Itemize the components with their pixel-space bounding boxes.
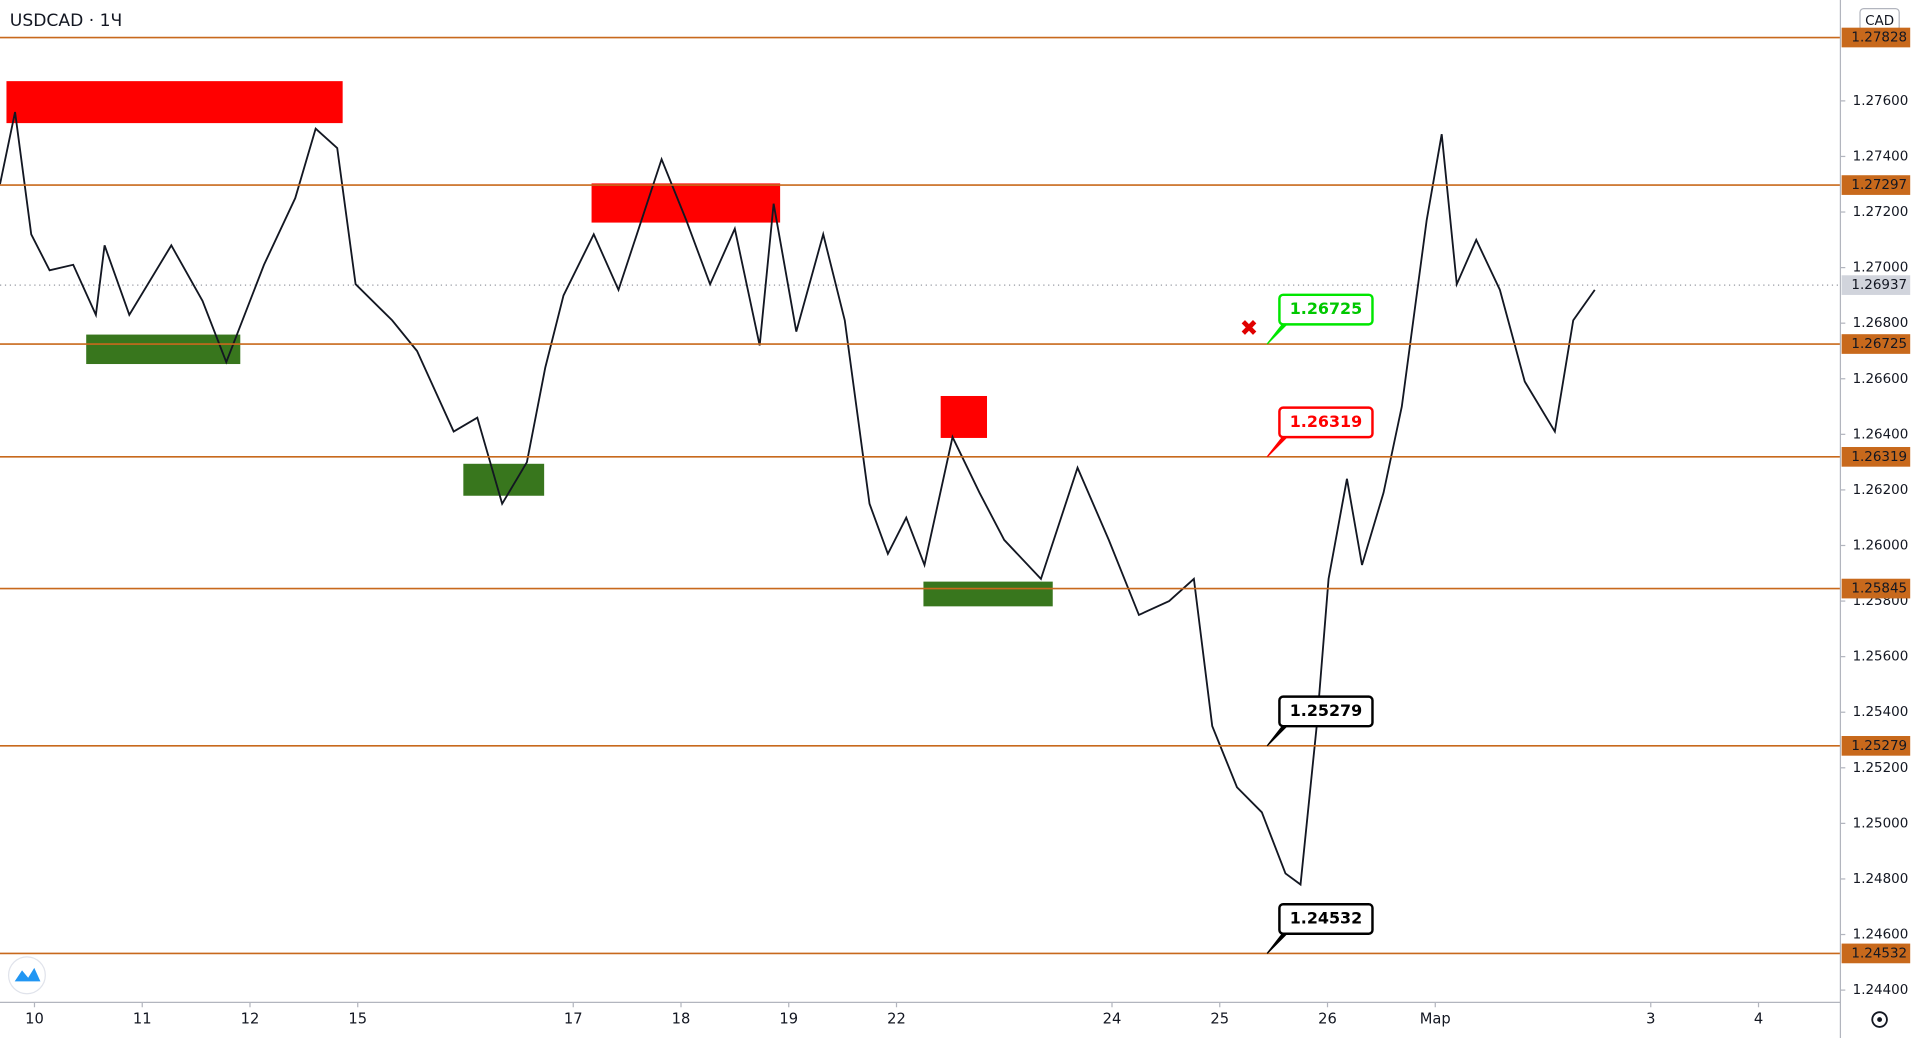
callout-box xyxy=(1278,695,1374,728)
level-label-box xyxy=(1841,943,1911,964)
x-tick-label: Мар xyxy=(1420,1011,1451,1028)
x-tick-label: 12 xyxy=(241,1011,260,1028)
callout-box xyxy=(1278,406,1374,439)
y-tick-label: 1.26000 xyxy=(1853,537,1909,553)
callout-box xyxy=(1278,903,1374,935)
zone xyxy=(86,334,241,365)
level-label: 1.27297 xyxy=(1851,177,1907,193)
logo xyxy=(7,956,46,995)
x-tick-label: 26 xyxy=(1318,1011,1337,1028)
x-tick-label: 3 xyxy=(1646,1011,1655,1028)
level-label: 1.24532 xyxy=(1851,945,1907,961)
callout-label: 1.26725 xyxy=(1290,299,1362,318)
x-tick-label: 22 xyxy=(887,1011,906,1028)
x-tick-label: 4 xyxy=(1754,1011,1763,1028)
y-tick-label: 1.27600 xyxy=(1853,93,1909,109)
y-tick-label: 1.25400 xyxy=(1853,704,1909,720)
logo-icon xyxy=(14,967,41,982)
y-tick-label: 1.26400 xyxy=(1853,426,1909,442)
y-tick-label: 1.24600 xyxy=(1853,927,1909,943)
symbol-title: USDCAD · 1Ч xyxy=(10,11,122,31)
level-label-box xyxy=(1841,578,1911,599)
y-tick-label: 1.26800 xyxy=(1853,315,1909,331)
x-tick-label: 19 xyxy=(779,1011,798,1028)
zone xyxy=(591,183,781,223)
y-tick-label: 1.27000 xyxy=(1853,260,1909,276)
y-tick-label: 1.25000 xyxy=(1853,815,1909,831)
callout-label: 1.24532 xyxy=(1290,908,1362,927)
level-label: 1.25845 xyxy=(1851,581,1907,597)
x-tick-label: 10 xyxy=(25,1011,44,1028)
level-label: 1.26725 xyxy=(1851,336,1907,352)
settings-icon[interactable] xyxy=(1871,1011,1888,1028)
level-label: 1.27828 xyxy=(1851,29,1907,45)
x-tick-label: 24 xyxy=(1103,1011,1122,1028)
price-line xyxy=(0,111,1596,887)
callout-label: 1.25279 xyxy=(1290,701,1362,720)
level-label-box xyxy=(1841,27,1911,48)
y-tick-label: 1.26600 xyxy=(1853,371,1909,387)
y-tick-label: 1.27200 xyxy=(1853,204,1909,220)
cross-marker: ✖ xyxy=(1240,317,1258,342)
y-tick-label: 1.25600 xyxy=(1853,649,1909,665)
y-tick-label: 1.24400 xyxy=(1853,982,1909,998)
zone xyxy=(940,395,988,438)
x-tick-label: 17 xyxy=(564,1011,583,1028)
last-price-label: 1.26937 xyxy=(1851,277,1907,293)
level-label-box xyxy=(1841,447,1911,467)
zone xyxy=(463,463,545,496)
y-tick-label: 1.27400 xyxy=(1853,148,1909,164)
plot-area xyxy=(0,36,1841,955)
x-tick-label: 25 xyxy=(1210,1011,1229,1028)
level-label-box xyxy=(1841,736,1911,756)
x-tick-label: 11 xyxy=(133,1011,152,1028)
currency: CAD xyxy=(1865,13,1894,29)
level-label: 1.25279 xyxy=(1851,738,1907,754)
zone xyxy=(923,581,1053,607)
y-tick-label: 1.25200 xyxy=(1853,760,1909,776)
callout-label: 1.26319 xyxy=(1290,412,1362,431)
y-tick-label: 1.24800 xyxy=(1853,871,1909,887)
x-tick-label: 18 xyxy=(672,1011,691,1028)
level-label-box xyxy=(1841,175,1911,195)
level-label-box xyxy=(1841,334,1911,354)
level-label: 1.26319 xyxy=(1851,449,1907,465)
last-price-box xyxy=(1841,275,1911,295)
y-tick-label: 1.26200 xyxy=(1853,482,1909,498)
callout-box xyxy=(1278,293,1374,326)
zone xyxy=(6,81,343,124)
x-tick-label: 15 xyxy=(348,1011,367,1028)
